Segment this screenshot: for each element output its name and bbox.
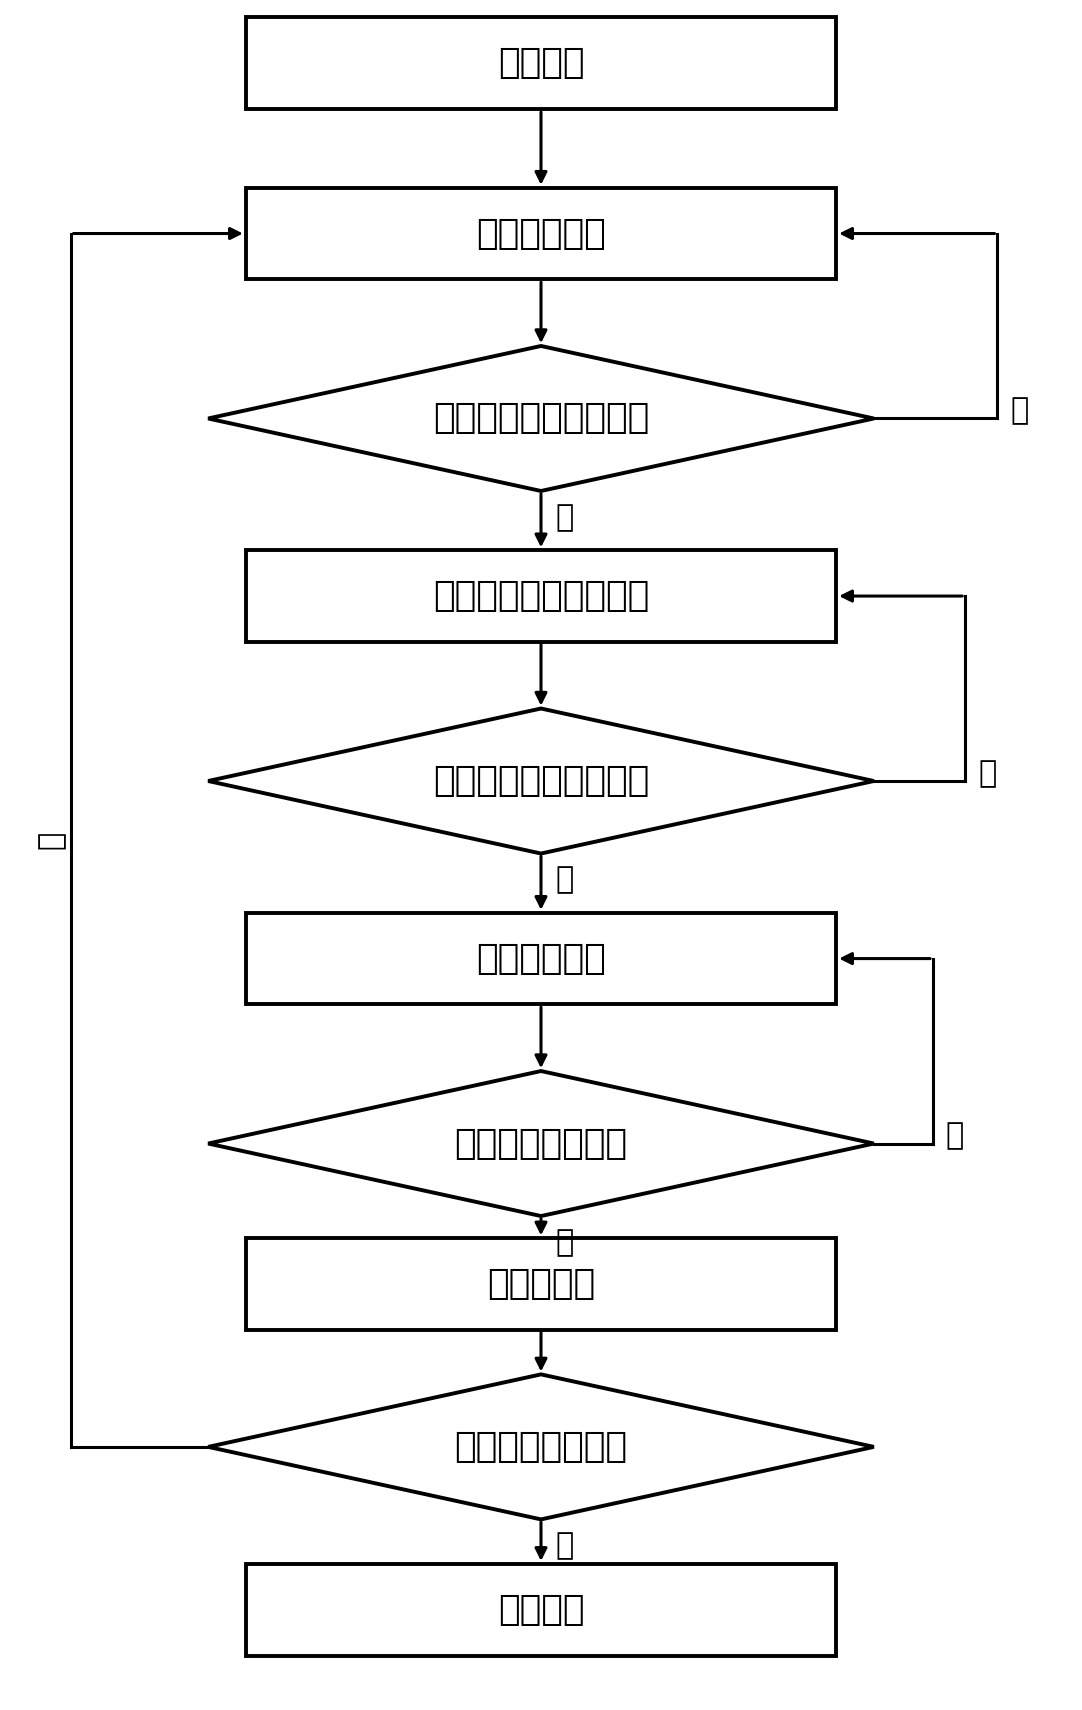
Polygon shape xyxy=(208,1375,874,1520)
Text: 采集并保存: 采集并保存 xyxy=(487,1267,595,1301)
Text: 是: 是 xyxy=(555,503,573,532)
Text: 是否达到预设稳态条件: 是否达到预设稳态条件 xyxy=(433,402,649,436)
Text: 是: 是 xyxy=(555,865,573,894)
FancyBboxPatch shape xyxy=(246,913,836,1004)
Text: 否: 否 xyxy=(1011,397,1029,426)
Text: 是否获取完整曲线: 是否获取完整曲线 xyxy=(454,1127,628,1161)
Text: 否: 否 xyxy=(37,831,66,850)
FancyBboxPatch shape xyxy=(246,1238,836,1330)
Text: 终止程序: 终止程序 xyxy=(498,1592,584,1626)
FancyBboxPatch shape xyxy=(246,551,836,641)
Text: 是否达到终止条件: 是否达到终止条件 xyxy=(454,1430,628,1464)
Text: 调节稳态光源: 调节稳态光源 xyxy=(476,217,606,251)
FancyBboxPatch shape xyxy=(246,188,836,279)
Text: 是: 是 xyxy=(555,1228,573,1257)
FancyBboxPatch shape xyxy=(246,17,836,109)
Text: 设定窗口参数: 设定窗口参数 xyxy=(476,942,606,976)
Text: 否: 否 xyxy=(978,759,997,788)
Polygon shape xyxy=(208,345,874,491)
Polygon shape xyxy=(208,1070,874,1216)
Text: 调节瞬态脉冲光源光强: 调节瞬态脉冲光源光强 xyxy=(433,580,649,614)
Text: 程序运行: 程序运行 xyxy=(498,46,584,80)
Text: 否: 否 xyxy=(946,1122,964,1151)
Polygon shape xyxy=(208,708,874,853)
Text: 是否满足预设微扰条件: 是否满足预设微扰条件 xyxy=(433,764,649,799)
FancyBboxPatch shape xyxy=(246,1563,836,1655)
Text: 是: 是 xyxy=(555,1530,573,1560)
